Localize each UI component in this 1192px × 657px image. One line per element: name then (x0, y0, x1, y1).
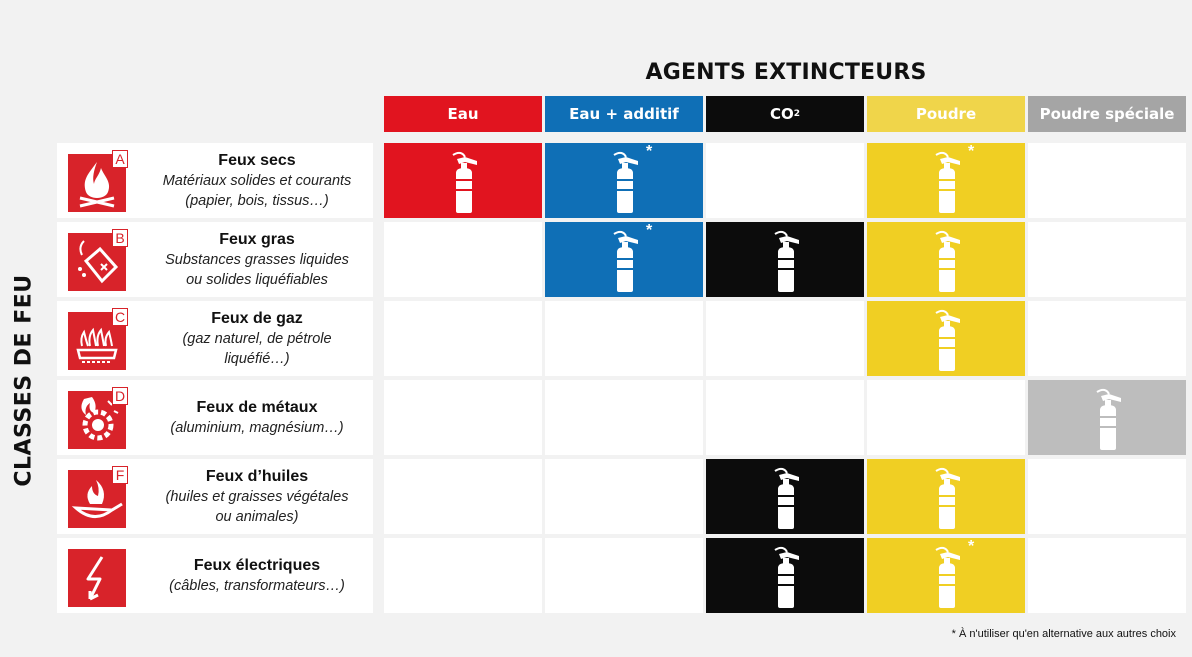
agent-header: Eau (384, 96, 542, 132)
extinguisher-icon (928, 544, 968, 610)
extinguisher-icon (767, 228, 807, 294)
fire-class-text: Feux gras Substances grasses liquides ou s… (143, 222, 371, 297)
empty-cell (706, 380, 864, 455)
fire-class-description: ou animales) (215, 508, 299, 525)
agent-header-label: Poudre (915, 105, 977, 123)
fire-class-name: Feux gras (219, 230, 295, 248)
agent-header: Poudre spéciale (1028, 96, 1186, 132)
fire-class-description: (papier, bois, tissus…) (185, 192, 329, 209)
empty-cell (545, 301, 703, 376)
empty-cell (1028, 301, 1186, 376)
footnote-asterisk: * (968, 538, 975, 555)
footnote-asterisk: * (646, 222, 653, 239)
empty-cell (706, 143, 864, 218)
extinguisher-icon (928, 465, 968, 531)
footnote-asterisk: * (646, 143, 653, 160)
agent-header: CO 2 (706, 96, 864, 132)
fire-class-row-label: C Feux de gaz (gaz naturel, de pétrole liqu… (57, 301, 373, 376)
fire-class-text: Feux d’huiles (huiles et graisses végétal… (143, 459, 371, 534)
extinguisher-icon (767, 465, 807, 531)
empty-cell (706, 301, 864, 376)
empty-cell (384, 380, 542, 455)
fire-class-description: ou solides liquéfiables (186, 271, 328, 288)
lightning-icon (68, 549, 126, 607)
fire-class-name: Feux électriques (193, 556, 321, 574)
fire-class-description: Matériaux solides et courants (162, 172, 352, 189)
fire-class-row-label: Feux électriques (câbles, transformateurs… (57, 538, 373, 613)
fire-class-description: (huiles et graisses végétales (165, 488, 349, 505)
footnote: * À n'utiliser qu'en alternative aux aut… (951, 628, 1176, 640)
agent-header-label: Eau + additif (569, 105, 679, 123)
footnote-asterisk: * (968, 143, 975, 160)
agent-header-subscript: 2 (793, 109, 801, 119)
fire-class-row-label: F Feux d’huiles (huiles et graisses végéta… (57, 459, 373, 534)
fire-class-letter: F (112, 466, 128, 484)
fire-class-row-label: A Feux secs Matériaux solides et courants (… (57, 143, 373, 218)
extinguisher-icon (928, 307, 968, 373)
empty-cell (384, 538, 542, 613)
fire-class-name: Feux de gaz (211, 309, 303, 327)
extinguisher-cell (706, 222, 864, 297)
fire-class-letter: B (112, 229, 128, 247)
empty-cell (545, 459, 703, 534)
fire-class-description: (câbles, transformateurs…) (169, 577, 345, 594)
extinguisher-cell: * (867, 538, 1025, 613)
extinguisher-cell (867, 301, 1025, 376)
fire-class-letter: C (112, 308, 128, 326)
agent-header: Poudre (867, 96, 1025, 132)
extinguisher-cell (384, 143, 542, 218)
agent-header-label: CO (769, 105, 794, 123)
extinguisher-cell (706, 538, 864, 613)
empty-cell (1028, 538, 1186, 613)
empty-cell (384, 459, 542, 534)
empty-cell (1028, 222, 1186, 297)
extinguisher-cell: * (867, 143, 1025, 218)
agents-title: AGENTS EXTINCTEURS (645, 60, 927, 85)
extinguisher-cell (867, 459, 1025, 534)
extinguisher-icon (767, 544, 807, 610)
fire-class-description: (gaz naturel, de pétrole (182, 330, 332, 347)
empty-cell (545, 538, 703, 613)
classes-label: CLASSES DE FEU (11, 273, 37, 487)
fire-class-description: Substances grasses liquides (165, 251, 349, 268)
extinguisher-cell (706, 459, 864, 534)
fire-class-text: Feux électriques (câbles, transformateurs… (143, 538, 371, 613)
extinguisher-cell (867, 222, 1025, 297)
empty-cell (384, 222, 542, 297)
fire-class-text: Feux de gaz (gaz naturel, de pétrole liqué… (143, 301, 371, 376)
agent-header-label: Eau (447, 105, 479, 123)
fire-class-text: Feux secs Matériaux solides et courants (p… (143, 143, 371, 218)
extinguisher-icon (928, 149, 968, 215)
agent-header: Eau + additif (545, 96, 703, 132)
fire-class-description: (aluminium, magnésium…) (170, 419, 344, 436)
extinguisher-icon (928, 228, 968, 294)
empty-cell (384, 301, 542, 376)
extinguisher-icon (445, 149, 485, 215)
fire-class-name: Feux secs (218, 151, 296, 169)
empty-cell (1028, 143, 1186, 218)
extinguisher-icon (606, 228, 646, 294)
extinguisher-icon (606, 149, 646, 215)
side-label-wrap: CLASSES DE FEU (4, 143, 44, 617)
empty-cell (545, 380, 703, 455)
extinguisher-cell: * (545, 143, 703, 218)
extinguisher-cell: * (545, 222, 703, 297)
fire-class-row-label: D Feux de métaux (aluminium, magnésium…) (57, 380, 373, 455)
extinguisher-cell (1028, 380, 1186, 455)
empty-cell (867, 380, 1025, 455)
extinguisher-icon (1089, 386, 1129, 452)
empty-cell (1028, 459, 1186, 534)
fire-class-text: Feux de métaux (aluminium, magnésium…) (143, 380, 371, 455)
fire-class-name: Feux d’huiles (205, 467, 309, 485)
fire-class-description: liquéfié…) (224, 350, 290, 367)
agent-header-label: Poudre spéciale (1039, 105, 1175, 123)
fire-class-row-label: B Feux gras Substances grasses liquides ou … (57, 222, 373, 297)
fire-class-letter: A (112, 150, 128, 168)
fire-class-letter: D (112, 387, 128, 405)
fire-class-name: Feux de métaux (196, 398, 318, 416)
